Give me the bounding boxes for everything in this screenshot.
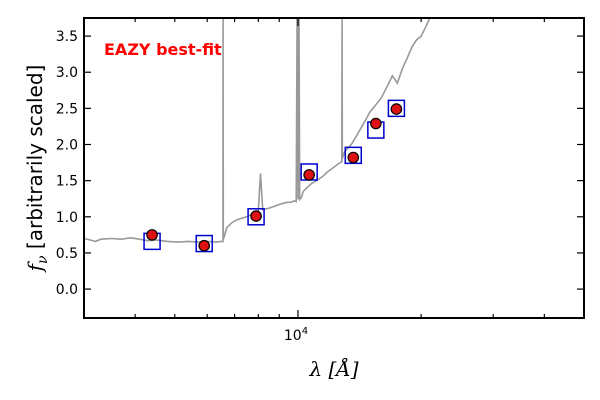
observed-point: [198, 239, 210, 252]
observed-point: [370, 117, 382, 130]
model-point: [387, 99, 406, 118]
model-point: [247, 208, 265, 226]
y-tick-label: 2.0: [56, 138, 78, 154]
model-point: [344, 146, 363, 165]
observed-point: [303, 169, 315, 181]
y-axis-label: fν [arbitrarily scaled]: [23, 65, 51, 274]
y-tick-label: 1.5: [56, 174, 78, 190]
y-tick-label: 1.0: [56, 210, 78, 226]
ticks: 0.0 0.5 1.0 1.5 2.0 2.5 3.0 3.5 104: [56, 18, 585, 344]
model-point: [195, 234, 213, 253]
y-tick-label: 3.5: [56, 29, 78, 45]
observed-point: [146, 229, 158, 241]
annotation-label: EAZY best-fit: [104, 40, 222, 59]
y-tick-label: 0.0: [56, 282, 78, 298]
y-axis-label-text: fν [arbitrarily scaled]: [23, 65, 51, 274]
observed-point: [250, 210, 262, 222]
observed-point: [390, 103, 403, 115]
observed-point: [347, 151, 360, 164]
data-layer: [84, 18, 431, 253]
x-axis-label: λ [Å]: [308, 356, 358, 381]
y-tick-label: 0.5: [56, 246, 78, 262]
y-tick-label: 2.5: [56, 101, 78, 117]
sed-line: [84, 18, 431, 243]
y-tick-label: 3.0: [56, 65, 78, 81]
x-tick-label: 104: [284, 326, 308, 344]
x-axis-label-text: λ [Å]: [308, 356, 358, 381]
plot-frame: [83, 17, 585, 319]
